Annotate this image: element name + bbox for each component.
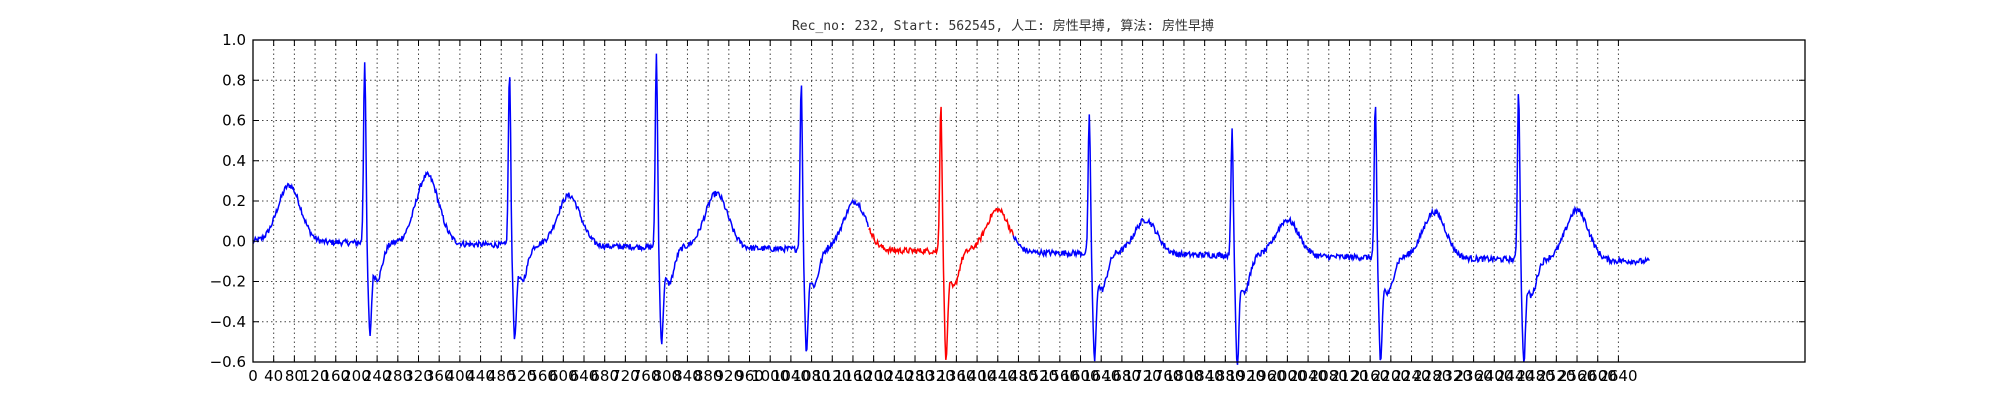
- x-tick-label: 1320: [917, 367, 955, 385]
- x-tick-label: 480: [487, 367, 516, 385]
- y-tick-label: −0.2: [210, 273, 246, 291]
- x-tick-label: 1080: [792, 367, 830, 385]
- x-tick-label: 2360: [1454, 367, 1492, 385]
- x-tick-label: 760: [632, 367, 661, 385]
- x-tick-label: 1280: [896, 367, 934, 385]
- y-tick-label: 0.8: [222, 71, 246, 89]
- x-tick-label: 1720: [1123, 367, 1161, 385]
- x-tick-label: 2280: [1413, 367, 1451, 385]
- y-tick-label: −0.4: [210, 313, 246, 331]
- x-tick-label: 0: [248, 367, 258, 385]
- x-tick-label: 2320: [1434, 367, 1472, 385]
- x-tick-label: 1200: [855, 367, 893, 385]
- x-tick-label: 1880: [1206, 367, 1244, 385]
- x-tick-label: 600: [549, 367, 578, 385]
- grid-lines: [253, 40, 1805, 362]
- x-tick-label: 1600: [1061, 367, 1099, 385]
- x-tick-label: 2640: [1599, 367, 1637, 385]
- x-tick-label: 840: [673, 367, 702, 385]
- x-tick-label: 2560: [1558, 367, 1596, 385]
- x-tick-label: 800: [652, 367, 681, 385]
- x-tick-label: 2160: [1351, 367, 1389, 385]
- x-tick-label: 440: [466, 367, 495, 385]
- x-tick-label: 1840: [1186, 367, 1224, 385]
- x-tick-label: 2200: [1372, 367, 1410, 385]
- ecg-trace-segment: [252, 53, 869, 352]
- y-tick-label: −0.6: [210, 353, 246, 371]
- ecg-trace-segment: [1012, 94, 1650, 365]
- x-tick-label: 200: [342, 367, 371, 385]
- x-tick-label: 1640: [1082, 367, 1120, 385]
- x-tick-label: 1520: [1020, 367, 1058, 385]
- x-tick-label: 2440: [1496, 367, 1534, 385]
- x-tick-label: 40: [264, 367, 283, 385]
- x-tick-label: 680: [590, 367, 619, 385]
- x-tick-label: 1400: [958, 367, 996, 385]
- x-tick-label: 880: [694, 367, 723, 385]
- x-tick-label: 1000: [751, 367, 789, 385]
- x-tick-label: 360: [425, 367, 454, 385]
- x-tick-label: 160: [321, 367, 350, 385]
- x-tick-label: 2040: [1289, 367, 1327, 385]
- x-tick-label: 2000: [1268, 367, 1306, 385]
- x-tick-label: 920: [715, 367, 744, 385]
- x-tick-label: 1560: [1041, 367, 1079, 385]
- y-tick-label: 1.0: [222, 31, 246, 49]
- x-tick-label: 240: [363, 367, 392, 385]
- x-tick-label: 280: [383, 367, 412, 385]
- x-tick-label: 720: [611, 367, 640, 385]
- x-tick-label: 1120: [813, 367, 851, 385]
- x-tick-label: 80: [285, 367, 304, 385]
- x-tick-label: 960: [735, 367, 764, 385]
- ecg-highlighted-beat: [868, 106, 1015, 360]
- x-tick-label: 1440: [979, 367, 1017, 385]
- x-tick-label: 520: [508, 367, 537, 385]
- x-axis-ticks: 0 40 8012016020024028032036040044048052056…: [248, 40, 1638, 385]
- y-axis-ticks: 1.0 0.8 0.6 0.4 0.2 0.0 −0.2 −0.4 −0.6: [210, 31, 1805, 371]
- y-tick-label: 0.6: [222, 112, 246, 130]
- x-tick-label: 120: [301, 367, 330, 385]
- x-tick-label: 640: [570, 367, 599, 385]
- y-tick-label: 0.0: [222, 232, 246, 250]
- x-tick-label: 1760: [1144, 367, 1182, 385]
- x-tick-label: 2520: [1537, 367, 1575, 385]
- x-tick-label: 560: [528, 367, 557, 385]
- x-tick-label: 320: [404, 367, 433, 385]
- x-tick-label: 2240: [1392, 367, 1430, 385]
- x-tick-label: 2120: [1330, 367, 1368, 385]
- x-tick-label: 1920: [1227, 367, 1265, 385]
- x-tick-label: 1800: [1165, 367, 1203, 385]
- x-tick-label: 1360: [937, 367, 975, 385]
- x-tick-label: 1960: [1248, 367, 1286, 385]
- ecg-series: [252, 53, 1650, 365]
- x-tick-label: 2080: [1310, 367, 1348, 385]
- x-tick-label: 1480: [999, 367, 1037, 385]
- chart-title: Rec_no: 232, Start: 562545, 人工: 房性早搏, 算法…: [792, 18, 1214, 34]
- x-tick-label: 1680: [1103, 367, 1141, 385]
- x-tick-label: 1040: [772, 367, 810, 385]
- x-tick-label: 1240: [875, 367, 913, 385]
- x-tick-label: 1160: [834, 367, 872, 385]
- x-tick-label: 400: [446, 367, 475, 385]
- y-tick-label: 0.4: [222, 152, 246, 170]
- x-tick-label: 2480: [1517, 367, 1555, 385]
- x-tick-label: 2400: [1475, 367, 1513, 385]
- x-tick-label: 2600: [1579, 367, 1617, 385]
- y-tick-label: 0.2: [222, 192, 246, 210]
